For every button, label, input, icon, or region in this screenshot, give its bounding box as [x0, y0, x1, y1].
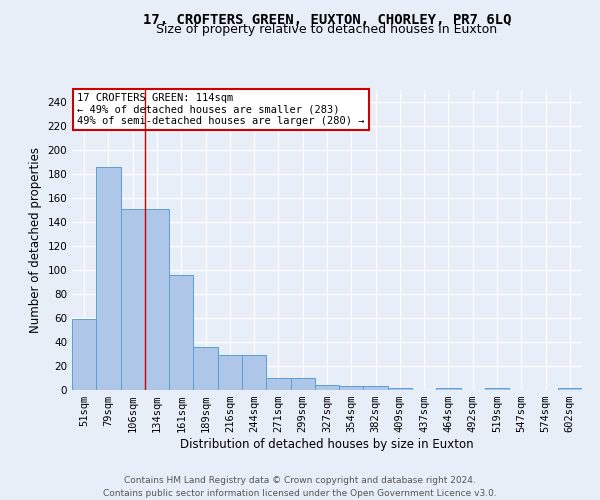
- Bar: [96, 167, 121, 390]
- Bar: [266, 378, 290, 390]
- Bar: [364, 386, 388, 390]
- Text: 17, CROFTERS GREEN, EUXTON, CHORLEY, PR7 6LQ: 17, CROFTERS GREEN, EUXTON, CHORLEY, PR7…: [143, 12, 511, 26]
- Bar: [193, 347, 218, 390]
- Bar: [121, 209, 145, 390]
- Bar: [388, 388, 412, 390]
- Text: Size of property relative to detached houses in Euxton: Size of property relative to detached ho…: [157, 22, 497, 36]
- Bar: [339, 386, 364, 390]
- Bar: [169, 275, 193, 390]
- Text: 17 CROFTERS GREEN: 114sqm
← 49% of detached houses are smaller (283)
49% of semi: 17 CROFTERS GREEN: 114sqm ← 49% of detac…: [77, 93, 365, 126]
- Bar: [72, 319, 96, 390]
- Bar: [558, 388, 582, 390]
- Bar: [485, 388, 509, 390]
- X-axis label: Distribution of detached houses by size in Euxton: Distribution of detached houses by size …: [180, 438, 474, 451]
- Bar: [436, 388, 461, 390]
- Bar: [315, 385, 339, 390]
- Y-axis label: Number of detached properties: Number of detached properties: [29, 147, 42, 333]
- Bar: [242, 355, 266, 390]
- Bar: [290, 378, 315, 390]
- Bar: [218, 355, 242, 390]
- Bar: [145, 209, 169, 390]
- Text: Contains HM Land Registry data © Crown copyright and database right 2024.
Contai: Contains HM Land Registry data © Crown c…: [103, 476, 497, 498]
